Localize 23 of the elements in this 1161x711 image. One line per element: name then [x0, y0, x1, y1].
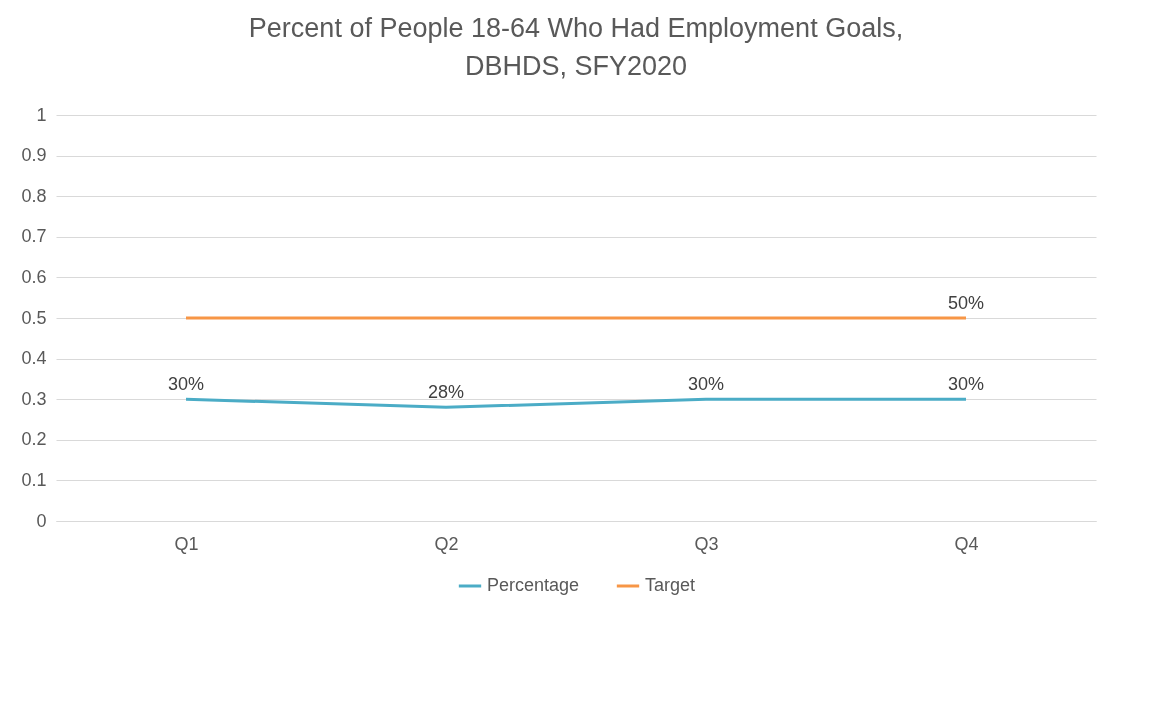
x-tick-label: Q2: [434, 533, 459, 554]
chart-title: Percent of People 18-64 Who Had Employment Goals, DBHDS, SFY2020: [248, 13, 904, 81]
y-tick-label: 1: [36, 104, 47, 125]
y-tick-label: 0.9: [21, 145, 47, 166]
y-tick-label: 0.5: [21, 307, 47, 328]
x-tick-label: Q4: [954, 533, 979, 554]
y-tick-label: 0.4: [21, 348, 47, 369]
y-tick-label: 0: [36, 510, 47, 531]
y-tick-label: 0.3: [21, 388, 47, 409]
x-tick-label: Q3: [694, 533, 719, 554]
legend-label: Percentage: [487, 575, 580, 595]
y-tick-label: 0.7: [21, 226, 47, 247]
y-tick-label: 0.1: [21, 469, 47, 490]
data-label: 30%: [167, 374, 205, 395]
y-tick-label: 0.2: [21, 429, 47, 450]
data-label: 30%: [947, 374, 985, 395]
y-tick-label: 0.8: [21, 185, 47, 206]
legend-label: Target: [645, 575, 696, 595]
data-label: 50%: [947, 293, 985, 313]
data-label: 30%: [687, 374, 725, 395]
y-tick-label: 0.6: [21, 266, 47, 287]
data-label: 28%: [427, 382, 465, 403]
x-tick-label: Q1: [174, 533, 199, 554]
